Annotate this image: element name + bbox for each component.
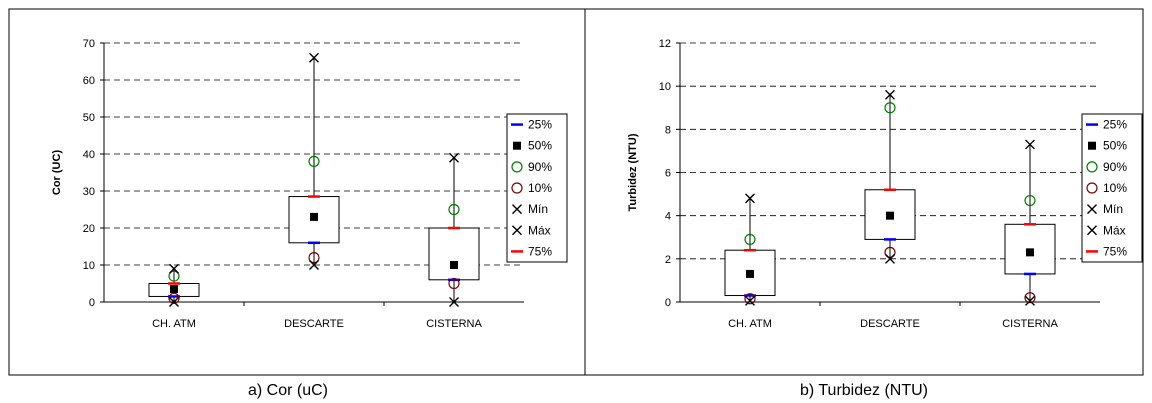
- legend-label: 75%: [1103, 244, 1127, 258]
- legend-label: 90%: [1103, 160, 1127, 174]
- x-tick-label: DESCARTE: [860, 318, 920, 330]
- x-tick-label: CISTERNA: [426, 318, 482, 330]
- marker-p90: [744, 233, 756, 246]
- legend-box: [506, 113, 568, 263]
- y-tick-label: 70: [83, 38, 95, 50]
- legend-marker: [1086, 161, 1098, 173]
- y-tick-label: 10: [659, 81, 671, 93]
- marker-min: [169, 297, 179, 307]
- legend-marker: [1086, 182, 1098, 194]
- legend-label: 10%: [1103, 181, 1127, 195]
- chart-panel-cor: 0 10 20 30 40 50 60 70 Cor (UC) CH. ATM DESCARTE CI…: [8, 8, 586, 376]
- legend-label: 25%: [1103, 118, 1127, 132]
- marker-max: [309, 52, 319, 63]
- legend-marker: [1087, 225, 1097, 236]
- marker-p90: [884, 102, 896, 114]
- marker-p10: [1024, 292, 1036, 304]
- legend-label: 50%: [528, 139, 552, 153]
- marker-min: [1025, 295, 1035, 306]
- x-tick-label: CISTERNA: [1002, 318, 1058, 330]
- y-axis-label: Turbidez (NTU): [627, 133, 639, 211]
- marker-max: [885, 89, 895, 100]
- y-tick-label: 6: [665, 168, 671, 180]
- y-tick-label: 40: [83, 149, 95, 161]
- x-tick-label: DESCARTE: [284, 318, 344, 330]
- marker-p90: [448, 203, 460, 216]
- y-tick-label: 0: [665, 297, 671, 309]
- marker-p90: [168, 270, 180, 282]
- y-axis-label: Cor (UC): [51, 150, 63, 196]
- y-tick-label: 0: [89, 297, 95, 309]
- x-tick-label: CH. ATM: [728, 318, 772, 330]
- marker-p50: [170, 285, 178, 294]
- marker-p10: [308, 252, 320, 264]
- legend-label: 25%: [528, 118, 552, 132]
- legend-marker: [512, 225, 522, 236]
- marker-p90: [308, 155, 320, 167]
- y-tick-label: 4: [665, 211, 671, 223]
- legend-label: 10%: [528, 181, 552, 195]
- y-tick-label: 30: [83, 186, 95, 198]
- caption-turbidez: b) Turbidez (NTU): [799, 382, 929, 399]
- legend-label: Máx: [528, 223, 551, 237]
- marker-p10: [168, 292, 180, 304]
- legend-label: Mín: [528, 202, 548, 216]
- chart-panel-turbidez: 0 2 4 6 8 10 12 Turbidez (NTU) CH. ATM DESCARTE CI…: [584, 8, 1144, 376]
- marker-min: [745, 295, 755, 306]
- marker-p50: [310, 212, 318, 221]
- legend-marker: [1088, 141, 1096, 150]
- marker-max: [449, 152, 459, 163]
- y-tick-label: 50: [83, 112, 95, 124]
- legend-marker: [512, 204, 522, 215]
- marker-p50: [450, 261, 458, 269]
- marker-p10: [744, 293, 756, 305]
- marker-min: [449, 297, 459, 307]
- marker-p50: [746, 269, 754, 278]
- y-tick-label: 10: [83, 260, 95, 272]
- y-tick-label: 12: [659, 38, 671, 50]
- x-tick-label: CH. ATM: [152, 318, 196, 330]
- chart-frame: [584, 8, 1144, 376]
- legend-marker: [511, 161, 523, 173]
- marker-min: [885, 253, 895, 264]
- legend-label: Máx: [1103, 223, 1126, 237]
- marker-p10: [448, 277, 460, 290]
- legend-box: [1081, 113, 1143, 263]
- marker-p50: [1026, 248, 1034, 257]
- marker-max: [1025, 139, 1035, 150]
- legend-label: 75%: [528, 244, 552, 258]
- caption-cor: a) Cor (uC): [247, 382, 328, 399]
- marker-max: [169, 263, 179, 274]
- marker-min: [309, 260, 319, 270]
- legend-marker: [513, 141, 521, 150]
- box: [428, 227, 480, 281]
- marker-max: [745, 193, 755, 204]
- legend-marker: [1087, 204, 1097, 215]
- y-tick-label: 20: [83, 223, 95, 235]
- marker-p90: [1024, 194, 1036, 207]
- legend-label: Mín: [1103, 202, 1123, 216]
- y-tick-label: 2: [665, 254, 671, 266]
- marker-p10: [884, 246, 896, 258]
- y-tick-label: 8: [665, 124, 671, 136]
- legend-label: 90%: [528, 160, 552, 174]
- legend-label: 50%: [1103, 139, 1127, 153]
- y-tick-label: 60: [83, 75, 95, 87]
- legend-marker: [511, 182, 523, 194]
- marker-p50: [886, 211, 894, 220]
